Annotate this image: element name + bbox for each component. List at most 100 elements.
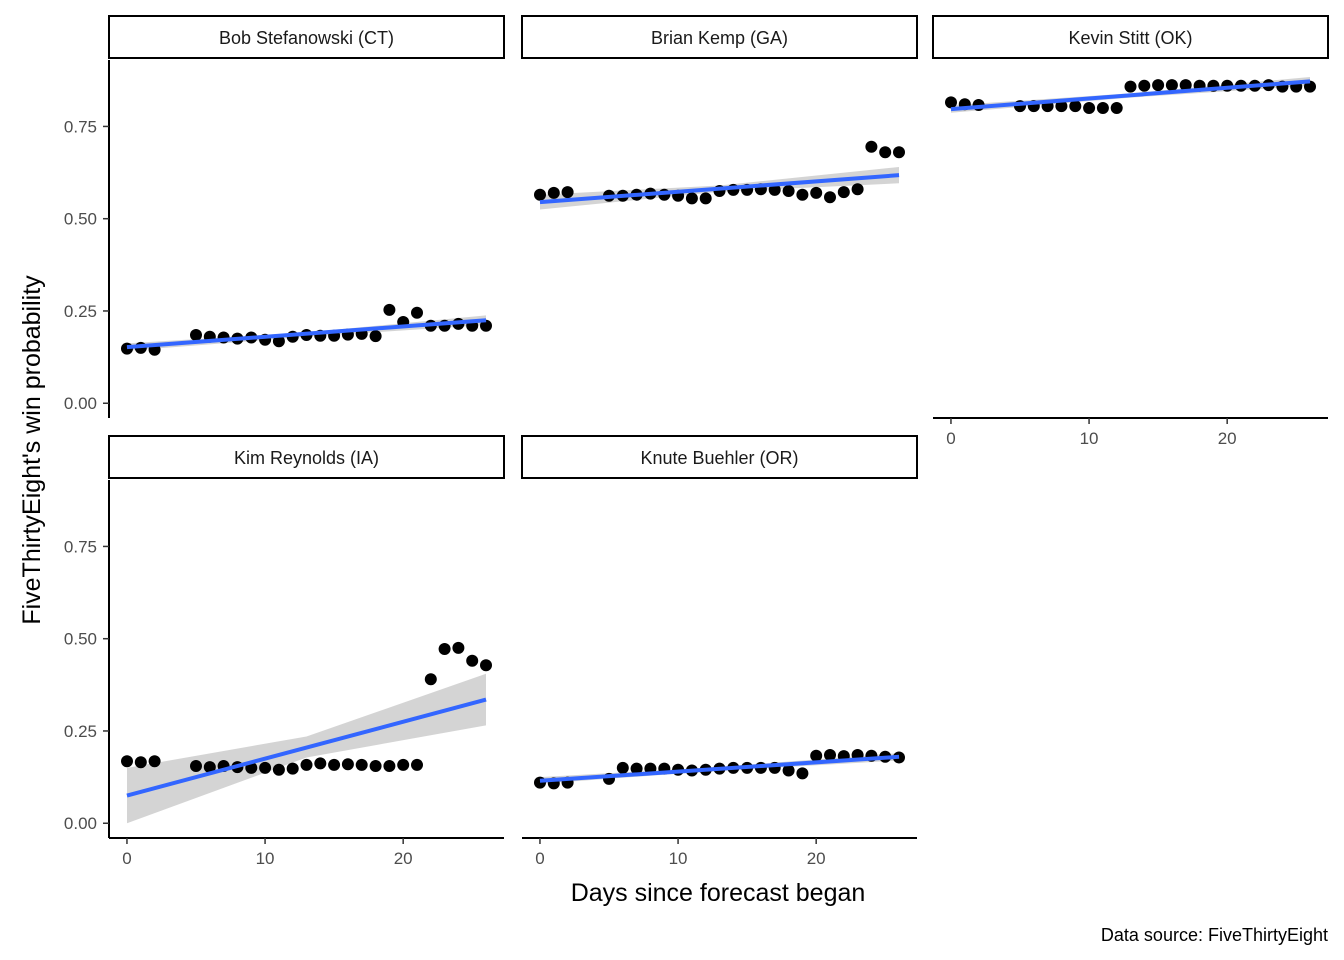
data-point — [328, 758, 341, 771]
data-point — [424, 673, 437, 686]
data-point — [865, 140, 878, 153]
panel: Brian Kemp (GA) — [521, 15, 918, 210]
data-point — [1179, 79, 1192, 92]
fit-line — [539, 173, 900, 205]
data-point — [1165, 79, 1178, 92]
data-point — [452, 641, 465, 654]
data-point — [1083, 102, 1096, 114]
data-point — [1124, 80, 1137, 93]
data-point — [190, 760, 202, 772]
data-point — [121, 755, 133, 768]
data-point — [411, 306, 423, 319]
data-point — [796, 188, 809, 201]
data-point — [383, 760, 396, 772]
data-point — [810, 186, 823, 199]
data-point — [411, 758, 423, 771]
data-point — [1069, 100, 1082, 113]
data-point — [134, 756, 147, 769]
x-tick-label: 0 — [535, 849, 544, 868]
data-point — [851, 183, 864, 196]
x-tick-label: 10 — [256, 849, 275, 868]
data-point — [438, 643, 451, 655]
data-point — [782, 764, 795, 777]
data-point — [259, 761, 272, 774]
data-point — [1138, 79, 1151, 92]
data-point — [685, 192, 698, 205]
x-tick-label: 10 — [669, 849, 688, 868]
fit-line — [126, 318, 487, 350]
panels-layer: Bob Stefanowski (CT) 0.00 0.25 0.50 0.75 Bria… — [64, 15, 1329, 868]
x-tick-label: 0 — [946, 429, 955, 448]
data-point — [272, 335, 285, 348]
data-point — [547, 186, 560, 199]
y-tick-label: 0.25 — [64, 302, 97, 321]
caption: Data source: FiveThirtyEight — [1101, 925, 1328, 945]
data-point — [286, 762, 299, 775]
panel: Kim Reynolds (IA) 0.00 0.25 0.50 0.75 0 10 20 — [64, 435, 505, 868]
panel-strip — [932, 15, 1329, 59]
y-tick-label: 0.75 — [64, 537, 97, 556]
panel: Knute Buehler (OR) 0 10 20 — [521, 435, 918, 868]
x-tick-label: 10 — [1080, 429, 1099, 448]
fit-line — [539, 754, 900, 783]
panel-title: Bob Stefanowski (CT) — [219, 28, 394, 48]
panel-title: Knute Buehler (OR) — [640, 448, 798, 468]
data-point — [810, 749, 823, 762]
data-point — [314, 757, 327, 770]
x-tick-label: 20 — [394, 849, 413, 868]
data-point — [616, 761, 629, 774]
data-point — [203, 761, 216, 774]
panel: Kevin Stitt (OK) 0 10 20 — [932, 15, 1329, 448]
panel-title: Kim Reynolds (IA) — [234, 448, 379, 468]
y-tick-label: 0.50 — [64, 630, 97, 649]
data-point — [480, 659, 492, 672]
data-point — [190, 329, 202, 341]
data-point — [369, 330, 382, 343]
data-point — [148, 755, 161, 768]
data-point — [782, 185, 795, 197]
data-point — [272, 763, 285, 776]
y-tick-label: 0.75 — [64, 117, 97, 136]
data-point — [879, 146, 892, 159]
fit-line — [950, 79, 1311, 112]
data-point — [300, 758, 313, 771]
panel-title: Brian Kemp (GA) — [651, 28, 788, 48]
data-point — [796, 767, 809, 780]
data-point — [630, 762, 643, 775]
panel: Bob Stefanowski (CT) 0.00 0.25 0.50 0.75 — [64, 15, 505, 418]
panel-strip — [521, 435, 918, 479]
data-point — [561, 186, 574, 199]
data-point — [369, 760, 382, 772]
data-point — [1055, 100, 1068, 113]
y-tick-label: 0.00 — [64, 394, 97, 413]
panel-strip — [108, 435, 505, 479]
data-point — [699, 192, 712, 205]
data-point — [355, 758, 368, 771]
y-tick-label: 0.25 — [64, 722, 97, 741]
data-point — [1096, 102, 1109, 114]
y-tick-label: 0.50 — [64, 210, 97, 229]
y-axis-title: FiveThirtyEight's win probability — [18, 275, 46, 625]
data-point — [466, 654, 479, 667]
data-point — [768, 183, 781, 196]
data-point — [397, 758, 410, 771]
data-point — [534, 188, 546, 201]
data-point — [824, 191, 836, 204]
fit-line — [126, 697, 487, 798]
panel-title: Kevin Stitt (OK) — [1068, 28, 1192, 48]
y-tick-label: 0.00 — [64, 814, 97, 833]
x-tick-label: 20 — [807, 849, 826, 868]
panel-strip — [521, 15, 918, 59]
data-point — [1110, 102, 1123, 114]
data-point — [824, 749, 836, 761]
data-point — [893, 146, 905, 159]
data-point — [383, 303, 396, 316]
data-point — [837, 186, 850, 199]
panel-strip — [108, 15, 505, 59]
data-point — [341, 758, 354, 771]
data-point — [1152, 79, 1165, 92]
data-point — [534, 776, 546, 789]
data-point — [945, 96, 957, 109]
data-point — [480, 319, 492, 332]
